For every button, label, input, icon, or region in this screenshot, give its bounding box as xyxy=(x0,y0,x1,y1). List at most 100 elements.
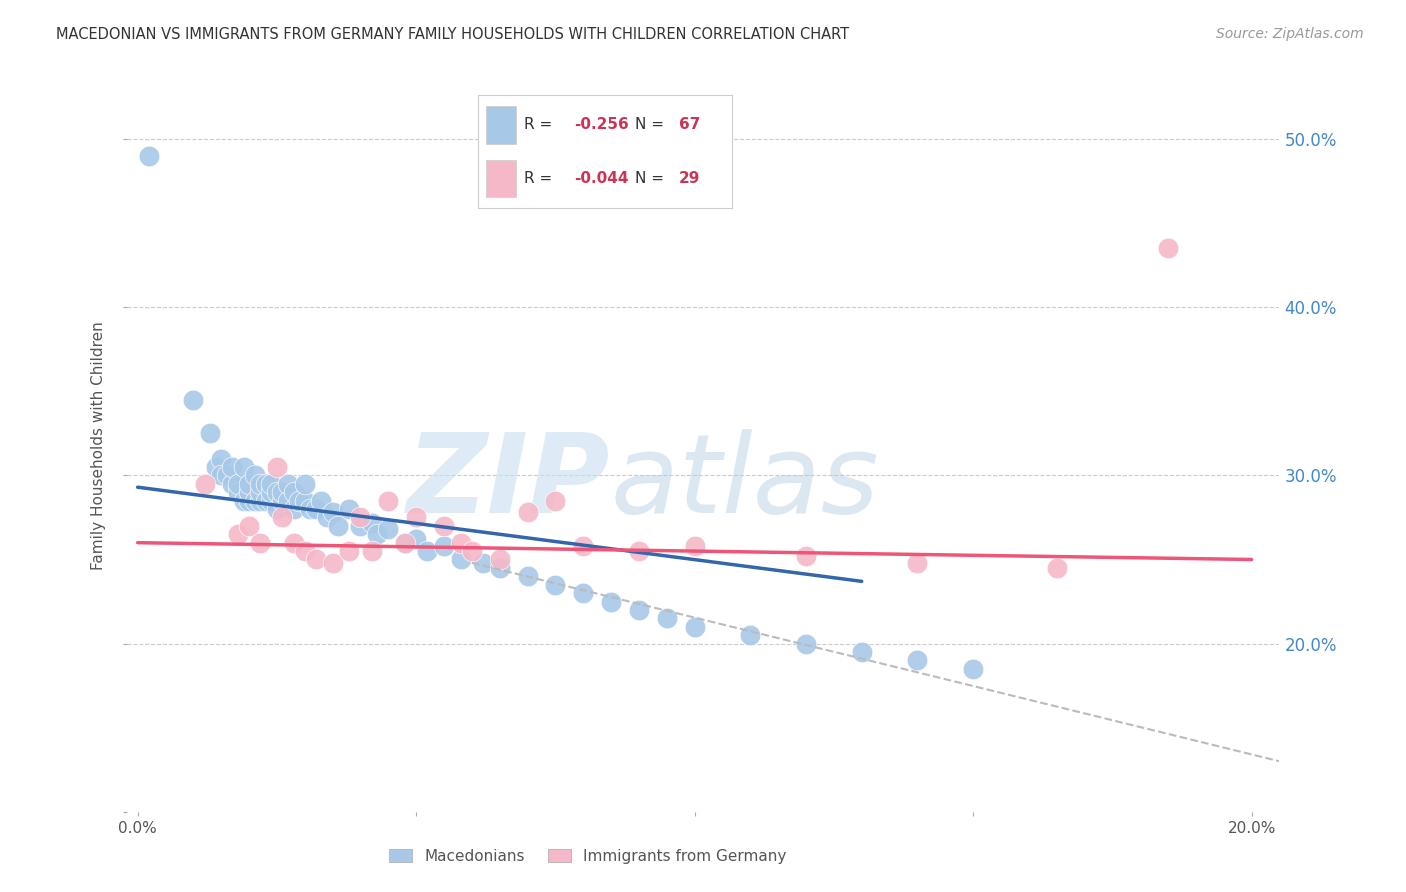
Point xyxy=(193,476,215,491)
Point xyxy=(311,493,333,508)
Point xyxy=(907,653,929,667)
Point xyxy=(249,485,271,500)
Point xyxy=(277,476,299,491)
Point xyxy=(283,485,305,500)
Point xyxy=(433,539,456,553)
Point xyxy=(238,493,260,508)
Point xyxy=(299,502,322,516)
Point xyxy=(907,556,929,570)
Point xyxy=(516,505,538,519)
Point xyxy=(260,476,283,491)
Point xyxy=(366,527,388,541)
Text: atlas: atlas xyxy=(610,429,879,536)
Point xyxy=(266,502,288,516)
Text: ZIP: ZIP xyxy=(408,429,610,536)
Point xyxy=(360,544,382,558)
Point xyxy=(962,662,984,676)
Point xyxy=(416,544,439,558)
Point xyxy=(221,460,243,475)
Text: Source: ZipAtlas.com: Source: ZipAtlas.com xyxy=(1216,27,1364,41)
Point xyxy=(627,603,650,617)
Point xyxy=(544,578,567,592)
Point xyxy=(794,549,817,563)
Point xyxy=(488,561,510,575)
Point xyxy=(683,539,706,553)
Point xyxy=(337,502,360,516)
Point xyxy=(405,510,427,524)
Point xyxy=(544,493,567,508)
Legend: Macedonians, Immigrants from Germany: Macedonians, Immigrants from Germany xyxy=(382,843,793,870)
Point xyxy=(226,527,249,541)
Point xyxy=(277,493,299,508)
Point xyxy=(254,476,277,491)
Point xyxy=(394,535,416,549)
Point xyxy=(294,493,316,508)
Point xyxy=(461,544,484,558)
Point xyxy=(328,519,350,533)
Point xyxy=(394,535,416,549)
Point xyxy=(271,510,294,524)
Point xyxy=(238,476,260,491)
Point xyxy=(260,485,283,500)
Point xyxy=(740,628,762,642)
Point xyxy=(249,476,271,491)
Point xyxy=(221,476,243,491)
Point xyxy=(260,493,283,508)
Point xyxy=(349,519,371,533)
Point xyxy=(322,556,344,570)
Point xyxy=(138,149,160,163)
Point xyxy=(472,556,495,570)
Point xyxy=(238,485,260,500)
Point xyxy=(283,535,305,549)
Point xyxy=(305,502,328,516)
Point xyxy=(794,636,817,650)
Point xyxy=(627,544,650,558)
Point xyxy=(851,645,873,659)
Point xyxy=(360,516,382,530)
Point xyxy=(271,485,294,500)
Point xyxy=(349,510,371,524)
Point xyxy=(316,510,339,524)
Point xyxy=(516,569,538,583)
Point xyxy=(294,544,316,558)
Point xyxy=(450,535,472,549)
Point xyxy=(488,552,510,566)
Point xyxy=(204,460,226,475)
Point xyxy=(215,468,238,483)
Point xyxy=(322,505,344,519)
Point xyxy=(266,460,288,475)
Point xyxy=(600,594,623,608)
Point xyxy=(305,552,328,566)
Point xyxy=(288,493,311,508)
Point xyxy=(183,392,205,407)
Point xyxy=(209,468,232,483)
Y-axis label: Family Households with Children: Family Households with Children xyxy=(91,322,107,570)
Point xyxy=(271,493,294,508)
Point xyxy=(226,485,249,500)
Point xyxy=(655,611,678,625)
Point xyxy=(1157,242,1180,256)
Point xyxy=(249,535,271,549)
Point xyxy=(377,493,399,508)
Point xyxy=(254,493,277,508)
Point xyxy=(294,476,316,491)
Point xyxy=(249,493,271,508)
Point xyxy=(238,519,260,533)
Point xyxy=(405,533,427,547)
Point xyxy=(232,460,254,475)
Point xyxy=(283,502,305,516)
Point xyxy=(572,586,595,600)
Point xyxy=(683,620,706,634)
Point xyxy=(198,426,221,441)
Point xyxy=(232,493,254,508)
Point xyxy=(377,522,399,536)
Text: MACEDONIAN VS IMMIGRANTS FROM GERMANY FAMILY HOUSEHOLDS WITH CHILDREN CORRELATIO: MACEDONIAN VS IMMIGRANTS FROM GERMANY FA… xyxy=(56,27,849,42)
Point xyxy=(209,451,232,466)
Point xyxy=(450,552,472,566)
Point xyxy=(243,468,266,483)
Point xyxy=(572,539,595,553)
Point xyxy=(1046,561,1069,575)
Point xyxy=(266,485,288,500)
Point xyxy=(243,493,266,508)
Point xyxy=(337,544,360,558)
